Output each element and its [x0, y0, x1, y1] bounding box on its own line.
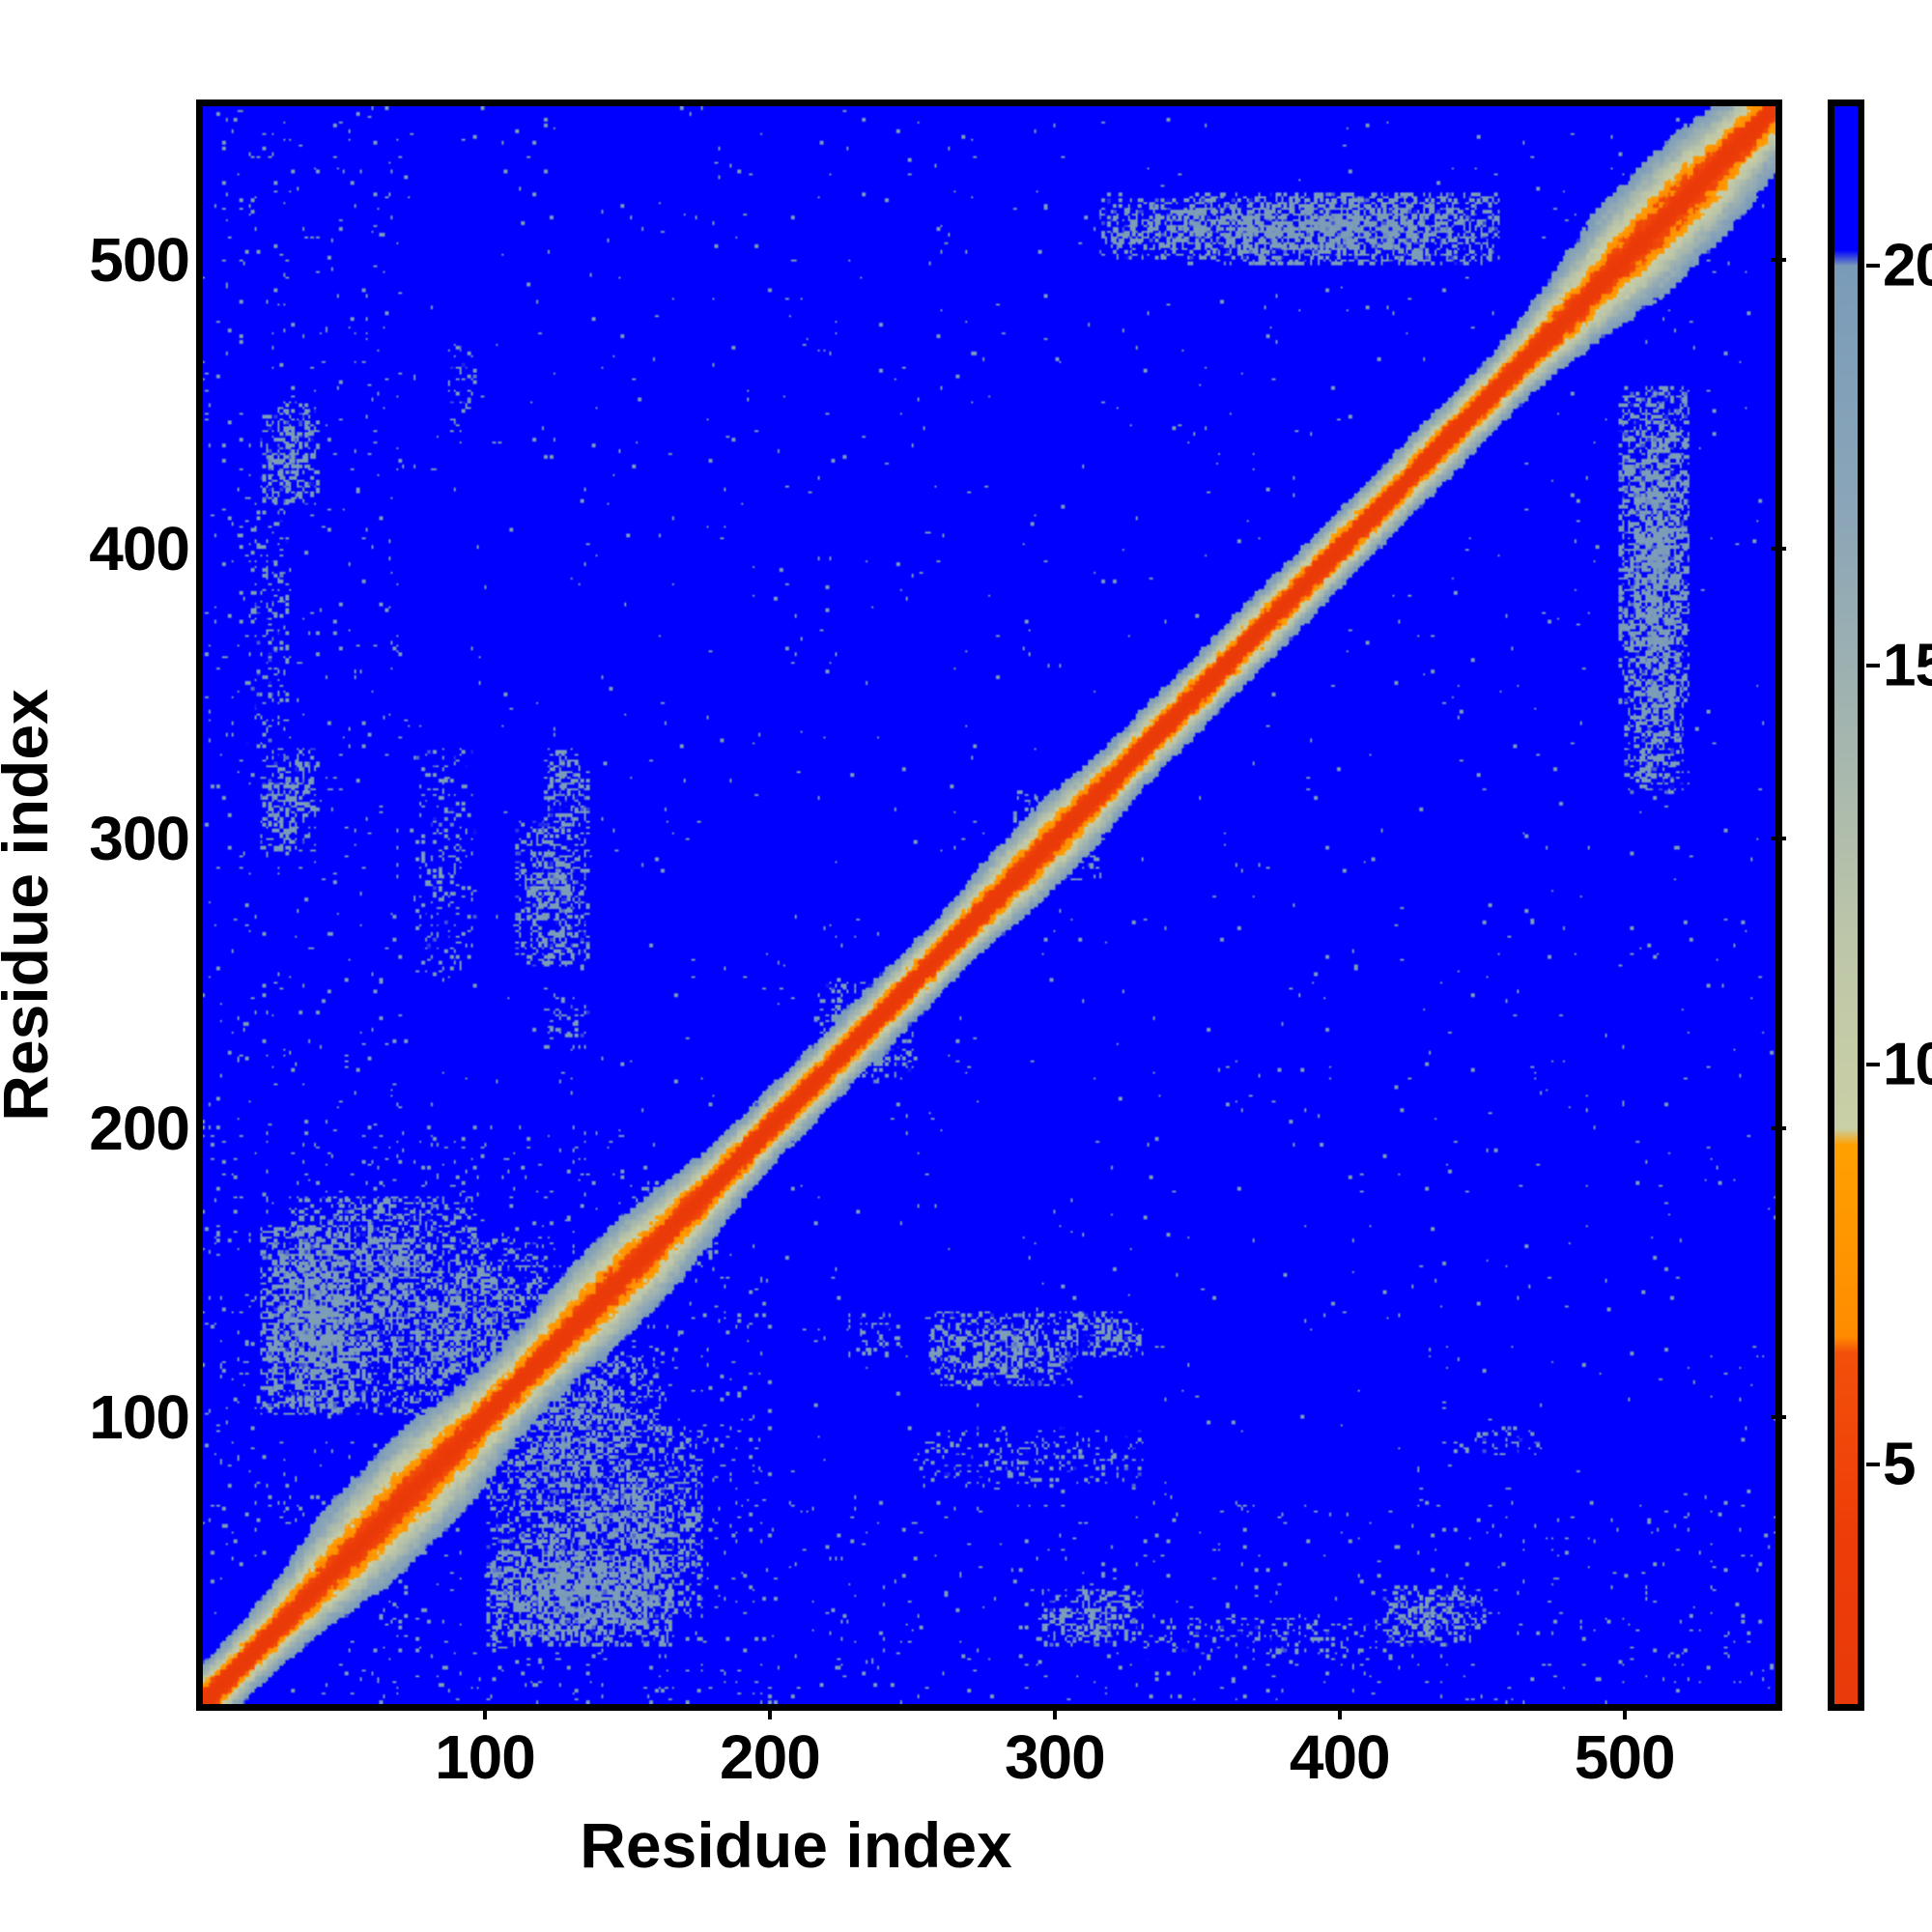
- colorbar-tick-label-15: 15: [1883, 632, 1932, 699]
- x-tick-label-400: 400: [1289, 1722, 1391, 1792]
- y-tick-label-400: 400: [89, 514, 190, 584]
- x-tick-label-200: 200: [720, 1722, 821, 1792]
- x-tick-300: [1052, 1704, 1057, 1719]
- y-tick-100: [1771, 1415, 1786, 1420]
- x-tick-100: [482, 1704, 487, 1719]
- contact-map-plot-area[interactable]: [196, 99, 1782, 1711]
- y-axis-label: Residue index: [0, 689, 61, 1122]
- x-tick-500: [1622, 1704, 1627, 1719]
- colorbar[interactable]: [1828, 99, 1864, 1711]
- x-tick-label-300: 300: [1004, 1722, 1106, 1792]
- x-tick-200: [767, 1704, 772, 1719]
- contact-map-canvas: [203, 106, 1776, 1704]
- y-tick-200: [1771, 1125, 1786, 1130]
- colorbar-tick-label-10: 10: [1883, 1031, 1932, 1098]
- y-tick-label-300: 300: [89, 804, 190, 874]
- x-tick-400: [1337, 1704, 1342, 1719]
- colorbar-tick-20: [1866, 264, 1880, 269]
- x-tick-label-500: 500: [1574, 1722, 1676, 1792]
- y-tick-300: [1771, 837, 1786, 841]
- colorbar-gradient: [1834, 106, 1858, 1704]
- colorbar-tick-label-5: 5: [1883, 1431, 1916, 1498]
- y-tick-label-200: 200: [89, 1093, 190, 1163]
- y-tick-label-500: 500: [89, 224, 190, 295]
- colorbar-tick-label-20: 20: [1883, 232, 1932, 299]
- y-tick-label-100: 100: [89, 1382, 190, 1453]
- x-tick-label-100: 100: [435, 1722, 536, 1792]
- y-tick-500: [1771, 257, 1786, 262]
- colorbar-tick-10: [1866, 1063, 1880, 1067]
- colorbar-tick-15: [1866, 663, 1880, 668]
- y-tick-400: [1771, 547, 1786, 552]
- colorbar-tick-5: [1866, 1462, 1880, 1466]
- x-axis-label: Residue index: [580, 1809, 1012, 1881]
